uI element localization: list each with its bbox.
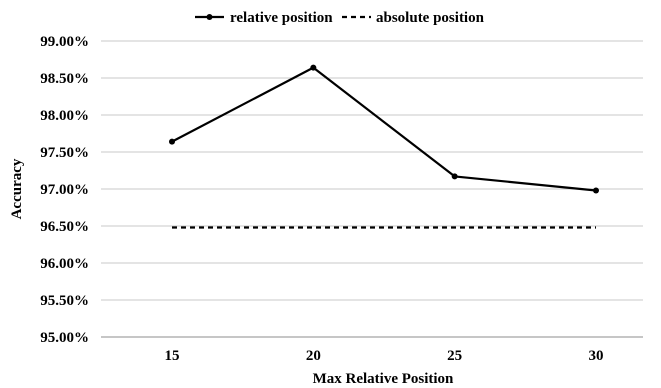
y-tick-label: 96.50% <box>40 219 89 235</box>
legend-item-relative-position: relative position <box>195 10 333 26</box>
y-axis-ticks: 95.00% 95.50% 96.00% 96.50% 97.00% 97.50% 98.0… <box>40 34 89 346</box>
x-tick-label: 20 <box>306 348 321 364</box>
legend: relative position absolute position <box>195 10 485 26</box>
data-point-relative-position <box>169 138 175 145</box>
x-tick-label: 30 <box>589 348 604 364</box>
y-tick-label: 98.50% <box>40 71 89 87</box>
y-tick-label: 95.50% <box>40 293 89 309</box>
data-point-relative-position <box>451 173 458 180</box>
data-point-relative-position <box>593 187 599 194</box>
x-tick-label: 15 <box>165 348 180 364</box>
legend-label-relative-position: relative position <box>230 10 333 26</box>
y-tick-label: 97.50% <box>40 145 89 161</box>
y-tick-label: 99.00% <box>40 34 89 50</box>
legend-marker-relative-position <box>206 14 213 20</box>
y-tick-label: 96.00% <box>40 256 89 272</box>
series-line-relative-position <box>171 66 597 192</box>
y-axis-title: Accuracy <box>9 158 25 219</box>
y-tick-label: 95.00% <box>40 330 89 346</box>
y-tick-label: 97.00% <box>40 182 89 198</box>
grid-lines <box>101 40 643 338</box>
x-axis-title: Max Relative Position <box>313 371 454 387</box>
x-axis-ticks: 15 20 25 30 <box>165 348 604 364</box>
y-tick-label: 98.00% <box>40 108 89 124</box>
x-tick-label: 25 <box>447 348 462 364</box>
data-point-relative-position <box>310 64 317 71</box>
legend-item-absolute-position: absolute position <box>342 10 485 26</box>
legend-label-absolute-position: absolute position <box>376 10 485 26</box>
series-group <box>169 64 599 229</box>
